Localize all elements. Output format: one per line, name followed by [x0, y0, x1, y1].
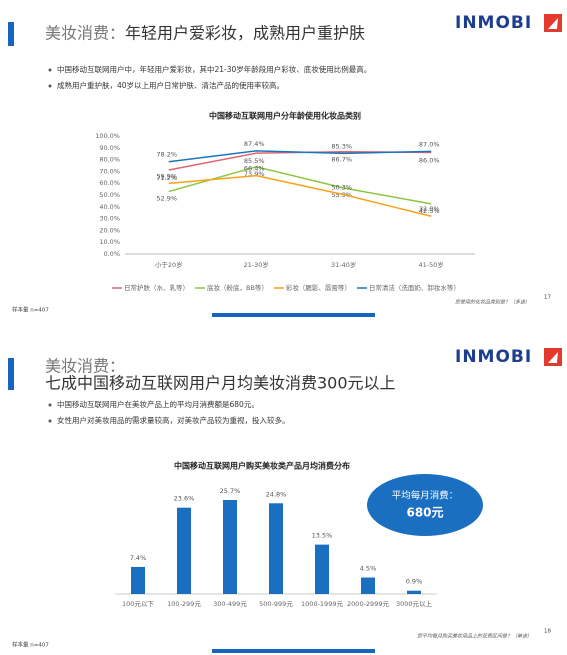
x-tick-label: 100-299元 [167, 600, 201, 608]
bullet: 中国移动互联网用户在美妆产品上的平均月消费额是680元。 [57, 399, 259, 409]
x-tick-label: 21-30岁 [244, 260, 269, 269]
page-number: 17 [544, 295, 551, 301]
x-tick-label: 3000元以上 [396, 599, 433, 608]
callout-label: 平均每月消费： [392, 490, 459, 502]
line-series [168, 150, 432, 163]
data-label: 78.2% [156, 151, 177, 159]
bullet-dot [48, 419, 52, 423]
logo-icon [544, 14, 562, 32]
legend-label: 日常护肤（水、乳等） [124, 283, 189, 292]
callout-value: 680元 [406, 506, 443, 520]
bar [223, 500, 237, 594]
data-label: 13.5% [312, 532, 333, 540]
data-label: 4.5% [360, 565, 377, 573]
bullet-dot [48, 403, 52, 407]
x-tick-label: 31-40岁 [331, 260, 356, 269]
y-tick-label: 60.0% [99, 179, 120, 187]
data-label: 85.5% [244, 157, 265, 165]
bottom-bar [212, 649, 375, 653]
bar [269, 503, 283, 594]
bar [177, 507, 191, 594]
x-tick-label: 1000-1999元 [301, 600, 343, 608]
data-label: 52.9% [156, 195, 177, 203]
data-label: 86.7% [331, 156, 352, 164]
line-series [168, 174, 432, 217]
title: 七成中国移动互联网用户月均美妆消费300元以上 [45, 374, 396, 393]
bullet: 女性用户对美妆用品的需求量较高，对美妆产品较为重视，投入较多。 [57, 415, 290, 425]
data-label: 85.3% [331, 142, 352, 150]
footnote: 您平均每月购买美妆用品上的花费区间是？（单选） [417, 633, 532, 640]
logo-icon-mark [548, 18, 558, 29]
data-label: 32.0% [419, 205, 440, 213]
accent-bar [8, 358, 14, 390]
data-label: 7.4% [130, 554, 147, 562]
bullet: 中国移动互联网用户中，年轻用户爱彩妆，其中21-30岁年龄段用户彩妆、底妆使用比… [57, 64, 371, 74]
data-label: 66.4% [244, 165, 265, 173]
logo: INMOBI [455, 347, 532, 367]
title: 年轻用户爱彩妆，成熟用户重护肤 [125, 24, 365, 43]
bar [361, 577, 375, 594]
y-tick-label: 0.0% [103, 250, 120, 258]
y-tick-label: 20.0% [99, 226, 120, 234]
y-tick-label: 50.0% [99, 191, 120, 199]
data-label: 86.0% [419, 157, 440, 165]
sample-size: 样本量 n=407 [12, 641, 49, 649]
data-label: 0.9% [406, 578, 423, 586]
logo-icon-mark [548, 352, 558, 363]
x-tick-label: 2000-2999元 [347, 600, 389, 608]
page-number: 18 [544, 629, 551, 635]
x-tick-label: 300-499元 [213, 600, 247, 608]
data-label: 71.2% [156, 174, 177, 182]
data-label: 25.7% [220, 487, 241, 495]
y-tick-label: 10.0% [99, 238, 120, 246]
bar [407, 590, 421, 594]
bullet-dot [48, 68, 52, 72]
legend-label: 彩妆（腮影、唇膏等） [286, 283, 351, 292]
legend-label: 日常清洁（洗面奶、卸妆水等） [369, 283, 460, 292]
chart-title: 中国移动互联网用户分年龄使用化妆品类别 [209, 111, 361, 121]
x-tick-label: 41-50岁 [419, 260, 444, 269]
line-series [168, 150, 432, 171]
x-tick-label: 小于20岁 [155, 260, 183, 269]
title-prefix: 美妆消费： [45, 24, 125, 43]
logo-icon [544, 348, 562, 366]
y-tick-label: 40.0% [99, 203, 120, 211]
x-tick-label: 100元以下 [122, 600, 154, 608]
y-tick-label: 80.0% [99, 156, 120, 164]
data-label: 50.3% [331, 184, 352, 192]
y-tick-label: 30.0% [99, 215, 120, 223]
data-label: 59.9% [156, 172, 177, 180]
bottom-bar [212, 313, 375, 317]
chart-title: 中国移动互联网用户购买美妆类产品月均消费分布 [174, 461, 350, 471]
legend-label: 底妆（粉底，BB等） [207, 283, 268, 292]
sample-size: 样本量 n=407 [12, 306, 49, 314]
data-label: 55.9% [331, 191, 352, 199]
y-tick-label: 100.0% [95, 132, 120, 140]
bar [315, 544, 329, 594]
bullet: 成熟用户重护肤，40岁以上用户日常护肤、清洁产品的使用率较高。 [57, 80, 284, 90]
data-label: 87.0% [419, 140, 440, 148]
y-tick-label: 90.0% [99, 144, 120, 152]
data-label: 23.6% [174, 495, 195, 503]
logo: INMOBI [455, 13, 532, 33]
data-label: 24.8% [266, 490, 287, 498]
data-label: 73.9% [244, 170, 265, 178]
data-label: 87.4% [244, 140, 265, 148]
callout [367, 474, 483, 536]
bar [131, 566, 145, 594]
x-tick-label: 500-999元 [259, 600, 293, 608]
title-prefix: 美妆消费： [45, 357, 125, 376]
footnote: 您使用的化妆品类别是？（多选） [455, 299, 530, 306]
data-label: 42.5% [419, 207, 440, 215]
accent-bar [8, 22, 14, 46]
bullet-dot [48, 84, 52, 88]
y-tick-label: 70.0% [99, 167, 120, 175]
